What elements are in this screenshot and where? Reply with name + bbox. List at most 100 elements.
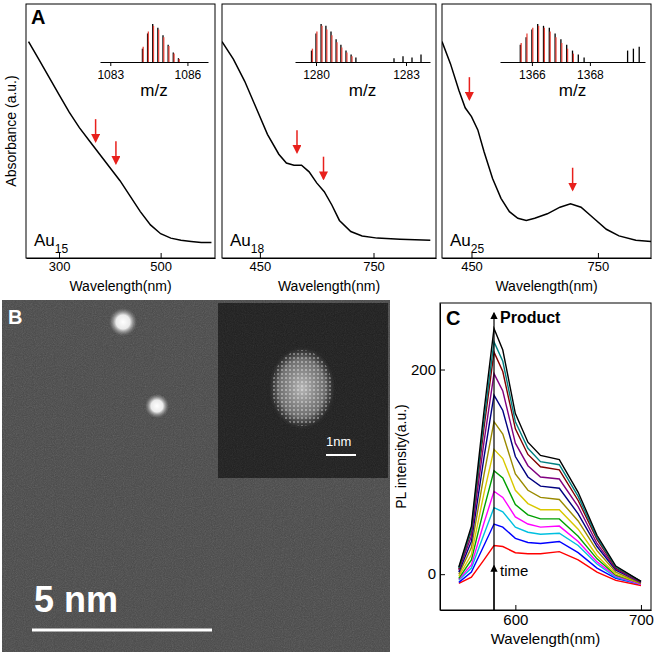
peak (411, 57, 412, 62)
figure: 1nm 5 nm 300500Au15 Wavelength(nm) Absorbanc… (0, 0, 655, 655)
peak (555, 37, 556, 62)
peak (330, 32, 331, 62)
plot-area (312, 24, 422, 62)
peak (167, 45, 168, 62)
plot-area (29, 42, 212, 243)
plot-area (520, 24, 639, 62)
title-part: Au (34, 231, 55, 250)
particle (145, 394, 169, 418)
tick: 700 (629, 605, 654, 628)
peak (346, 52, 347, 62)
axis-line (296, 62, 431, 63)
tick-mark (641, 605, 642, 610)
peak (355, 57, 356, 62)
x-axis-title: Wavelength(nm) (278, 278, 380, 294)
axis: 10831086 (97, 62, 208, 82)
plot-area (222, 42, 430, 241)
tick-mark (598, 253, 599, 258)
panel-label: A (31, 6, 45, 28)
peak (173, 52, 174, 62)
arrow (296, 130, 298, 152)
annotation: time (500, 562, 528, 579)
tick-label: 600 (503, 611, 528, 628)
frame (222, 4, 436, 258)
axis-line (441, 610, 652, 611)
frame (442, 4, 651, 258)
peak (554, 33, 555, 62)
tick-mark (110, 62, 111, 66)
x-axis-title: Wavelength(nm) (495, 278, 597, 294)
peak (544, 28, 545, 62)
tick-label: 1280 (303, 68, 330, 82)
tick-label: 450 (461, 259, 483, 274)
peak (537, 24, 538, 62)
peak (153, 26, 154, 62)
tick: 750 (588, 253, 610, 274)
tick-label: 750 (363, 259, 385, 274)
axis: 13661368 (501, 62, 646, 82)
tick-mark (515, 605, 516, 610)
tick: 200 (411, 361, 445, 378)
micrograph-noise (2, 300, 390, 652)
peak (633, 49, 634, 62)
inset-micrograph (218, 303, 388, 478)
scale-bar-label: 5 nm (34, 579, 118, 620)
x-axis-title: m/z (559, 81, 586, 100)
micrograph (2, 300, 390, 652)
tick-mark (532, 62, 533, 66)
annotation-arrow (493, 313, 494, 610)
axis: 450750 (223, 253, 437, 274)
frame (26, 4, 215, 258)
peak (420, 54, 421, 62)
plot-area (442, 42, 651, 242)
tick-label: 300 (49, 259, 71, 274)
scale-bar (32, 629, 212, 632)
tick-mark (406, 62, 407, 66)
tick-label: 200 (411, 361, 436, 378)
peak (312, 49, 313, 62)
peak (578, 54, 579, 62)
y-axis-title: PL intensity(a.u.) (393, 404, 409, 509)
tick: 1280 (303, 62, 330, 82)
plot-title: Au15 (34, 231, 68, 256)
arrow (469, 77, 471, 99)
tick-mark (316, 62, 317, 66)
peak (336, 42, 337, 62)
tick: 600 (503, 605, 528, 628)
tick-label: 0 (428, 565, 436, 582)
peak (560, 39, 561, 62)
spectrum-line (442, 42, 651, 242)
peak (320, 24, 321, 62)
peak (532, 28, 533, 62)
y-axis-title: Absorbance (a.u.) (3, 75, 19, 186)
tick: 750 (363, 253, 385, 274)
cluster (269, 347, 335, 429)
title-part: Au (450, 231, 471, 250)
title-subscript: 25 (471, 242, 485, 256)
tick: 1283 (393, 62, 420, 82)
annotation: Product (500, 309, 561, 326)
peak (526, 33, 527, 62)
peak (335, 39, 336, 62)
x-axis-title: Wavelength(nm) (69, 278, 171, 294)
tick-mark (187, 62, 188, 66)
arrow (115, 141, 117, 163)
tick: 1368 (577, 62, 604, 82)
tick-label: 1283 (393, 68, 420, 82)
axis: 1280 1283 (296, 62, 431, 82)
peak (168, 46, 169, 62)
scale-bar-label: 1nm (326, 434, 351, 449)
peak (341, 48, 342, 62)
particle (109, 308, 137, 336)
pl-curve (459, 342, 641, 581)
plot-title: Au25 (450, 231, 484, 256)
tick-label: 1083 (97, 68, 124, 82)
peak (393, 58, 394, 62)
axis-line (440, 304, 441, 611)
peak (639, 47, 640, 62)
peak (143, 47, 144, 62)
peak (402, 56, 403, 62)
plot-area (459, 329, 641, 586)
peak (162, 35, 163, 62)
axis: 300500 (27, 253, 216, 274)
